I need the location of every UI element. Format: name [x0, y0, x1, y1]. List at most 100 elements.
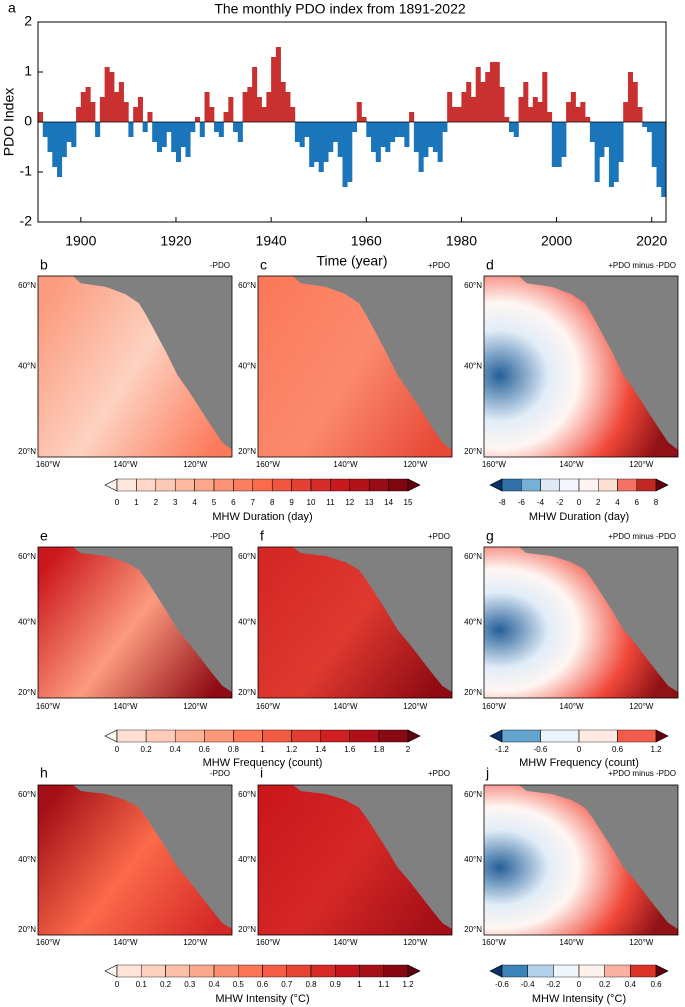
bar	[285, 92, 291, 122]
colorbar-box	[286, 964, 312, 978]
lon-label: 140°W	[113, 702, 138, 711]
lon-label: 120°W	[403, 938, 428, 947]
colorbar-box	[233, 478, 253, 492]
bar	[309, 122, 315, 167]
colorbar-box	[540, 729, 580, 743]
colorbar-end	[655, 478, 669, 492]
colorbar-box	[238, 964, 263, 978]
bar	[71, 122, 77, 147]
ocean	[484, 547, 678, 698]
colorbar-box	[501, 964, 528, 978]
lat-label: 60°N	[18, 281, 36, 290]
colorbar-tick-label: 0.3	[184, 980, 196, 989]
bar	[161, 122, 167, 147]
colorbar-tick-label: -2	[556, 498, 564, 507]
bar	[104, 67, 110, 122]
bar	[95, 122, 101, 137]
lon-label: 160°W	[482, 938, 507, 947]
colorbar-box	[141, 964, 166, 978]
colorbar-tick-label: 1.8	[373, 745, 385, 754]
lon-label: 120°W	[629, 938, 654, 947]
colorbar-box	[369, 478, 389, 492]
colorbar-end	[655, 964, 669, 978]
lat-label: 40°N	[464, 618, 482, 627]
panel-label: e	[40, 528, 48, 544]
lat-label: 20°N	[18, 688, 36, 697]
panel-title: +PDO minus -PDO	[608, 769, 676, 778]
bar	[475, 67, 481, 122]
y-axis-label: PDO Index	[1, 88, 17, 156]
colorbar-tick-label: 3	[173, 498, 178, 507]
bar	[199, 122, 205, 137]
colorbar-box	[359, 964, 384, 978]
lat-label: 60°N	[238, 790, 256, 799]
bar	[195, 117, 201, 122]
colorbar-tick-label: 8	[654, 498, 659, 507]
lon-label: 120°W	[183, 460, 208, 469]
colorbar-tick-label: 0.6	[650, 980, 662, 989]
colorbar-tick-label: 0.8	[228, 745, 240, 754]
bar	[580, 102, 586, 122]
colorbar-tick-label: 0.6	[612, 745, 624, 754]
bar	[566, 102, 572, 122]
bar	[399, 122, 405, 137]
bar	[52, 122, 58, 167]
colorbar-box	[335, 964, 360, 978]
bar	[599, 122, 605, 157]
ocean	[258, 785, 452, 935]
colorbar-box	[501, 729, 541, 743]
colorbar-box	[330, 478, 350, 492]
bar	[133, 107, 139, 122]
bar	[147, 112, 153, 122]
ocean	[38, 547, 232, 698]
colorbar-box	[116, 964, 142, 978]
bar	[480, 82, 486, 122]
bar	[623, 102, 629, 122]
bar	[223, 112, 229, 122]
colorbar-box	[252, 478, 273, 492]
colorbar-box	[213, 478, 234, 492]
colorbar-box	[213, 964, 239, 978]
panel-title: +PDO	[428, 532, 450, 541]
bar	[504, 117, 510, 122]
bar	[42, 122, 48, 137]
lat-label: 20°N	[464, 688, 482, 697]
bar	[523, 82, 529, 122]
colorbar-tick-label: 13	[365, 498, 374, 507]
lat-label: 60°N	[18, 552, 36, 561]
lon-label: 160°W	[482, 460, 507, 469]
colorbar-tick-label: 0	[577, 745, 582, 754]
lat-label: 60°N	[238, 281, 256, 290]
colorbar-box	[578, 964, 605, 978]
lon-label: 160°W	[482, 702, 507, 711]
bar	[509, 122, 515, 132]
panel-title: +PDO	[428, 261, 450, 270]
bar	[466, 82, 472, 122]
colorbar-tick-label: 0	[115, 745, 120, 754]
bar	[366, 122, 372, 137]
bar	[356, 102, 362, 122]
colorbar-label: MHW Frequency (count)	[519, 757, 639, 769]
lat-label: 20°N	[238, 925, 256, 934]
colorbar-end	[489, 964, 503, 978]
bar	[228, 97, 234, 122]
y-tick-label: -2	[20, 213, 33, 229]
colorbar-tick-label: 0.8	[305, 980, 317, 989]
bar	[304, 122, 310, 137]
bar	[180, 122, 186, 147]
bar	[413, 122, 419, 152]
colorbar-tick-label: -4	[537, 498, 545, 507]
bar	[442, 122, 448, 132]
bar	[485, 72, 491, 122]
bar	[537, 102, 543, 122]
bar	[556, 122, 562, 167]
bar	[252, 67, 258, 122]
bar	[85, 87, 91, 122]
bar	[290, 107, 296, 122]
colorbar-label: MHW Intensity (°C)	[532, 993, 626, 1005]
colorbar-tick-label: 0.6	[199, 745, 211, 754]
bar	[299, 122, 305, 147]
colorbar-box	[174, 729, 205, 743]
colorbar-box	[636, 478, 657, 492]
bar	[547, 112, 553, 122]
